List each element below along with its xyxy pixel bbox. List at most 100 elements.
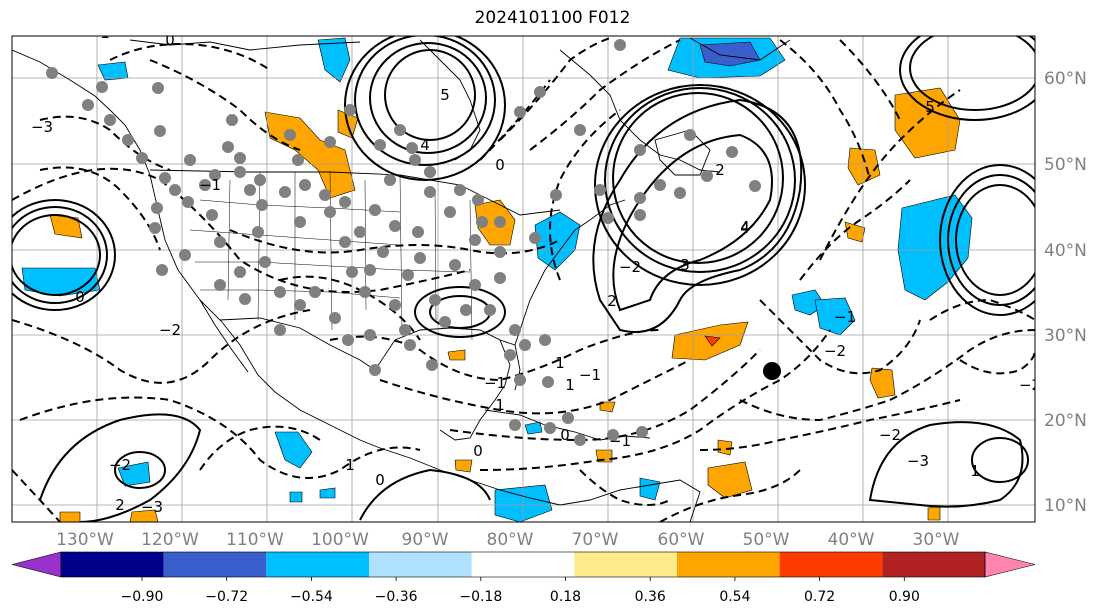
contour-label: −2 xyxy=(159,321,181,339)
map-title: 2024101100 F012 xyxy=(474,8,631,28)
station-marker xyxy=(234,152,246,164)
colorbar-segment xyxy=(471,552,575,577)
station-marker xyxy=(726,146,738,158)
station-marker xyxy=(409,154,421,166)
station-marker xyxy=(122,134,134,146)
shade-blue-canada xyxy=(317,37,351,83)
longitude-label: 40°W xyxy=(828,530,875,550)
station-marker xyxy=(182,196,194,208)
colorbar-tick-label: 0.36 xyxy=(635,589,666,605)
shade-orange-epac-3 xyxy=(454,459,473,473)
shade-blue-carib-4 xyxy=(319,487,336,499)
shade-orange-ne-atl xyxy=(927,505,941,521)
contour-label: 5 xyxy=(925,98,935,116)
colorbar-tick-label: 0.18 xyxy=(550,589,581,605)
contour-label: 5 xyxy=(440,86,450,104)
shade-blue-carib-3 xyxy=(524,421,543,435)
station-marker xyxy=(484,304,496,316)
longitude-label: 120°W xyxy=(141,530,199,550)
station-marker xyxy=(226,114,238,126)
station-marker xyxy=(749,180,761,192)
station-marker xyxy=(156,264,168,276)
longitude-label: 80°W xyxy=(487,530,534,550)
station-marker xyxy=(574,124,586,136)
station-marker xyxy=(414,252,426,264)
contour-label: 4 xyxy=(740,218,750,236)
station-marker xyxy=(634,209,646,221)
colorbar-tick-label: −0.36 xyxy=(375,589,418,605)
station-marker xyxy=(424,166,436,178)
station-marker xyxy=(274,286,286,298)
shade-orange-epac-1 xyxy=(129,509,159,522)
colorbar-segment xyxy=(163,552,267,577)
contour-label: −2 xyxy=(879,426,901,444)
station-marker xyxy=(514,106,526,118)
station-marker xyxy=(402,269,414,281)
colorbar-segment xyxy=(779,552,883,577)
contour-label: 4 xyxy=(420,136,430,154)
coast-east xyxy=(514,199,626,346)
coast-greenland xyxy=(689,37,791,61)
shade-orange-gulf xyxy=(447,349,466,361)
colorbar-tick-label: 0.90 xyxy=(889,589,920,605)
coast-samerica xyxy=(559,479,701,522)
station-marker xyxy=(389,220,401,232)
contour-label: 3 xyxy=(1045,391,1055,409)
station-marker xyxy=(364,329,376,341)
contour-label: 1 xyxy=(345,456,355,474)
station-marker xyxy=(574,434,586,446)
map-frame xyxy=(11,35,1036,523)
colorbar-extend-right xyxy=(984,551,1036,578)
station-marker xyxy=(389,299,401,311)
station-marker xyxy=(369,364,381,376)
station-marker xyxy=(406,142,418,154)
station-marker xyxy=(684,129,696,141)
station-marker xyxy=(154,125,166,137)
station-marker xyxy=(294,299,306,311)
station-markers xyxy=(46,39,761,446)
station-marker xyxy=(374,139,386,151)
station-marker xyxy=(159,172,171,184)
station-marker xyxy=(634,144,646,156)
colorbar-segment xyxy=(61,552,164,577)
station-marker xyxy=(104,114,116,126)
station-marker xyxy=(454,184,466,196)
border-us-mex xyxy=(219,317,376,371)
station-marker xyxy=(562,412,574,424)
station-marker xyxy=(444,206,456,218)
station-marker xyxy=(359,286,371,298)
station-marker xyxy=(377,246,389,258)
station-marker xyxy=(346,266,358,278)
latitude-label: 30°N xyxy=(1044,326,1087,346)
contour-label: 0 xyxy=(165,31,175,49)
contour-label: 0 xyxy=(75,288,85,306)
contour-label: −1 xyxy=(199,176,221,194)
station-marker xyxy=(404,339,416,351)
contour-lines xyxy=(12,36,1035,522)
contour-label: 0 xyxy=(375,471,385,489)
station-marker xyxy=(354,226,366,238)
contour-label: 1 xyxy=(100,24,110,42)
shade-blue-carib-2 xyxy=(639,477,661,501)
contour-label: 1 xyxy=(970,462,980,480)
shade-red-atlantic-sub xyxy=(704,335,721,347)
longitude-label: 100°W xyxy=(311,530,369,550)
shade-orange-epac-2 xyxy=(59,511,81,522)
station-marker xyxy=(199,179,211,191)
contour-label: −3 xyxy=(31,118,53,136)
latitude-label: 60°N xyxy=(1044,69,1087,89)
station-marker xyxy=(184,154,196,166)
station-marker xyxy=(614,39,626,51)
station-marker xyxy=(344,104,356,116)
colorbar-segment xyxy=(266,552,369,577)
station-marker xyxy=(222,141,234,153)
station-marker xyxy=(439,316,451,328)
station-marker xyxy=(412,226,424,238)
station-marker xyxy=(292,154,304,166)
colorbar-segment xyxy=(369,552,472,577)
contour-label: 3 xyxy=(680,256,690,274)
contour-label: 0 xyxy=(473,442,483,460)
latitude-label: 40°N xyxy=(1044,241,1087,261)
contour-label: 1 xyxy=(555,354,565,372)
